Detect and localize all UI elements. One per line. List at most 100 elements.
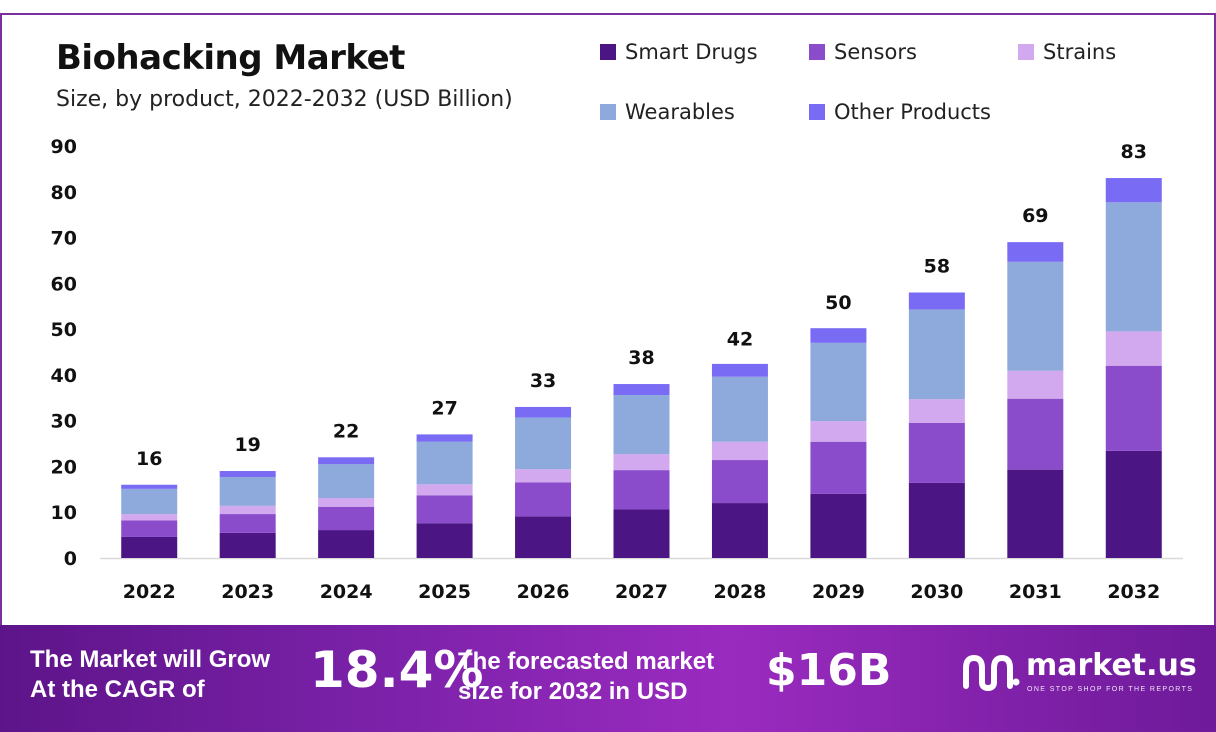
forecast-value: $16B: [766, 645, 892, 696]
bar-segment-wearables: [219, 476, 276, 506]
bar-segment-strains: [318, 498, 375, 507]
legend-label: Wearables: [625, 100, 735, 124]
bar-segment-strains: [711, 441, 768, 461]
bar-segment-sensors: [1007, 398, 1064, 470]
x-tick-label: 2026: [517, 581, 570, 603]
bar-segment-strains: [1007, 370, 1064, 399]
y-tick-label: 50: [51, 319, 77, 341]
bar-segment-other-products: [908, 292, 965, 310]
y-tick-label: 0: [64, 548, 77, 570]
bar-segment-strains: [121, 514, 178, 521]
cagr-caption-line1: The Market will Grow: [30, 646, 271, 673]
bar-segment-wearables: [1105, 202, 1162, 332]
bar-total-label: 69: [1022, 205, 1048, 227]
bar-segment-wearables: [318, 464, 375, 499]
y-tick-label: 70: [51, 228, 77, 250]
forecast-caption: The forecasted market size for 2032 in U…: [458, 647, 714, 707]
bar-segment-wearables: [613, 395, 670, 455]
x-tick-label: 2025: [418, 581, 471, 603]
legend-swatch-strains: [1018, 44, 1034, 60]
legend-swatch-other-products: [809, 104, 825, 120]
bar-segment-sensors: [219, 514, 276, 533]
bar-segment-other-products: [711, 363, 768, 377]
bar-segment-other-products: [515, 406, 572, 418]
legend-label: Sensors: [834, 40, 917, 64]
bar-segment-wearables: [515, 417, 572, 470]
y-tick-label: 30: [51, 411, 77, 433]
bar-segment-sensors: [711, 460, 768, 504]
x-tick-label: 2027: [615, 581, 668, 603]
bar-total-label: 58: [924, 255, 950, 277]
legend-item-wearables: Wearables: [600, 99, 735, 125]
forecast-caption-line1: The forecasted market: [458, 648, 715, 675]
cagr-caption: The Market will Grow At the CAGR of: [30, 645, 270, 705]
market-us-logo-icon: [963, 654, 1020, 692]
bar-segment-strains: [515, 469, 572, 483]
bar-segment-smart-drugs: [416, 523, 473, 558]
bar-segment-sensors: [810, 441, 867, 494]
legend-label: Smart Drugs: [625, 40, 758, 64]
x-tick-label: 2030: [910, 581, 963, 603]
bar-segment-sensors: [416, 495, 473, 524]
bar-segment-strains: [810, 421, 867, 442]
legend-label: Other Products: [834, 100, 991, 124]
y-tick-label: 40: [51, 365, 77, 387]
bar-total-label: 42: [727, 329, 753, 351]
bar-segment-sensors: [121, 520, 178, 537]
y-tick-label: 10: [51, 502, 77, 524]
bar-total-label: 38: [628, 347, 654, 369]
bar-segment-strains: [1105, 331, 1162, 366]
bar-segment-other-products: [219, 471, 276, 477]
forecast-caption-line2: size for 2032 in USD: [458, 678, 688, 705]
bar-total-label: 50: [825, 292, 851, 314]
bar-segment-smart-drugs: [1007, 469, 1064, 558]
bar-segment-smart-drugs: [515, 516, 572, 558]
x-tick-label: 2029: [812, 581, 865, 603]
brand-tagline: ONE STOP SHOP FOR THE REPORTS: [1027, 686, 1194, 693]
x-tick-label: 2024: [320, 581, 373, 603]
bar-segment-smart-drugs: [908, 482, 965, 558]
bar-segment-smart-drugs: [613, 509, 670, 558]
chart-title: Biohacking Market: [56, 38, 405, 78]
x-tick-label: 2028: [714, 581, 767, 603]
bar-segment-other-products: [613, 384, 670, 396]
bar-total-label: 27: [431, 397, 457, 419]
bar-segment-other-products: [121, 484, 178, 489]
bar-segment-other-products: [1007, 242, 1064, 262]
bar-segment-wearables: [908, 309, 965, 400]
bar-segment-wearables: [711, 376, 768, 442]
legend-item-other-products: Other Products: [809, 99, 991, 125]
bar-segment-strains: [908, 399, 965, 423]
bar-segment-other-products: [1105, 178, 1162, 203]
bar-segment-wearables: [121, 488, 178, 515]
bar-total-label: 83: [1121, 141, 1147, 163]
bar-segment-smart-drugs: [318, 530, 375, 558]
x-tick-label: 2032: [1107, 581, 1160, 603]
bar-segment-smart-drugs: [711, 503, 768, 558]
legend-swatch-smart-drugs: [600, 44, 616, 60]
bar-total-label: 22: [333, 420, 359, 442]
brand-name: market.us: [1026, 648, 1197, 683]
legend-swatch-wearables: [600, 104, 616, 120]
legend-swatch-sensors: [809, 44, 825, 60]
bar-segment-strains: [416, 484, 473, 496]
bar-segment-sensors: [1105, 365, 1162, 451]
summary-banner: The Market will Grow At the CAGR of 18.4…: [0, 625, 1216, 732]
bar-total-label: 19: [234, 434, 260, 456]
bar-segment-sensors: [613, 470, 670, 510]
y-tick-label: 60: [51, 273, 77, 295]
chart-subtitle: Size, by product, 2022-2032 (USD Billion…: [56, 87, 513, 112]
bar-segment-wearables: [810, 342, 867, 422]
bar-segment-other-products: [318, 457, 375, 465]
y-tick-label: 20: [51, 456, 77, 478]
bar-segment-other-products: [416, 434, 473, 442]
y-tick-label: 80: [51, 182, 77, 204]
bar-segment-smart-drugs: [121, 536, 178, 558]
bar-segment-sensors: [515, 482, 572, 517]
bar-segment-strains: [613, 454, 670, 471]
legend-item-smart-drugs: Smart Drugs: [600, 39, 758, 65]
bar-segment-wearables: [1007, 261, 1064, 371]
bar-segment-strains: [219, 505, 276, 515]
bar-segment-smart-drugs: [810, 493, 867, 558]
x-tick-label: 2023: [221, 581, 274, 603]
